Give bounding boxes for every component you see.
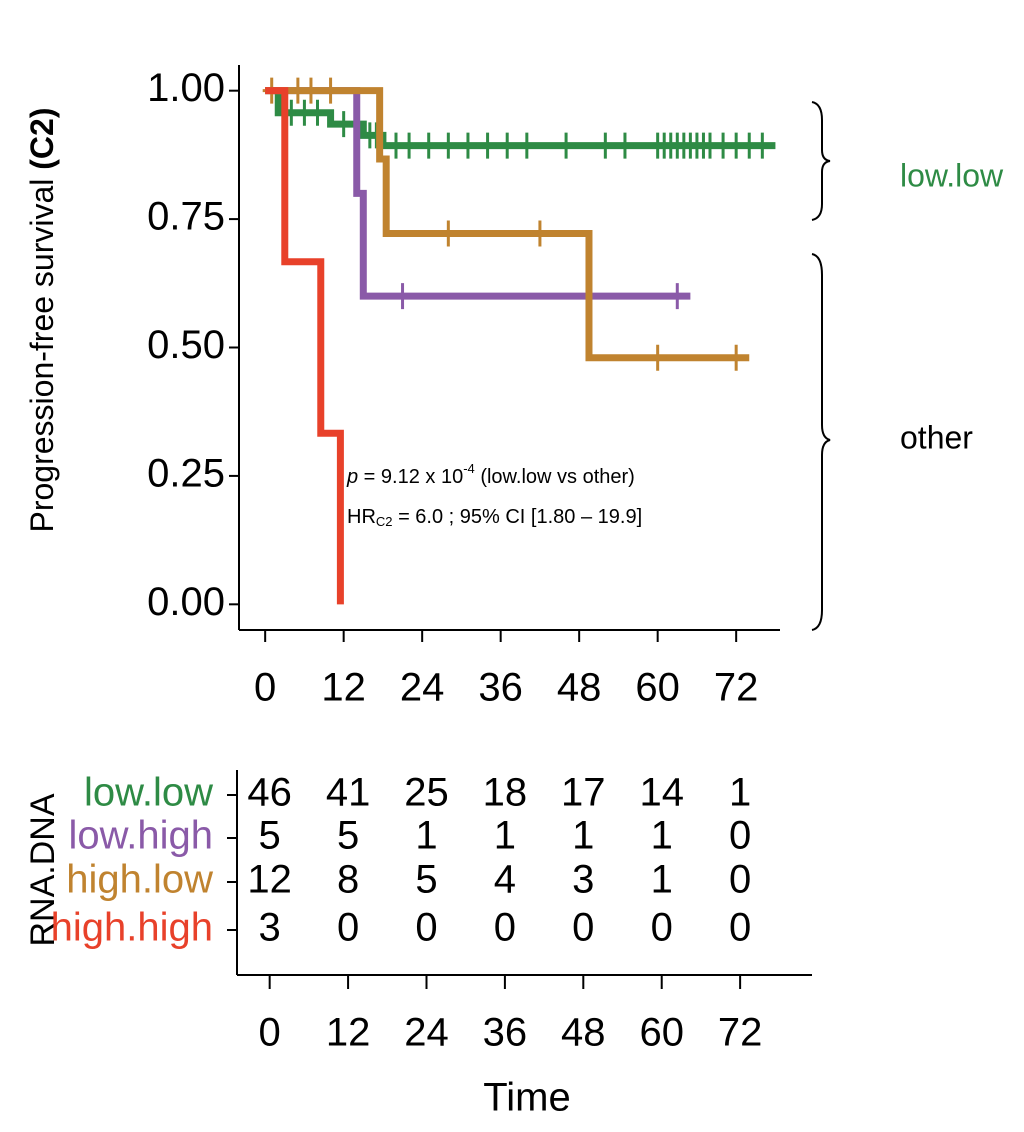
at-risk-count: 1 — [572, 814, 594, 858]
censor-mark — [321, 77, 340, 104]
censor-mark — [596, 132, 615, 159]
x-tick-label: 36 — [483, 1011, 528, 1055]
censor-mark — [648, 344, 667, 371]
at-risk-count: 3 — [572, 858, 594, 902]
censor-mark — [439, 132, 458, 159]
at-risk-count: 0 — [651, 906, 673, 950]
censor-mark — [517, 132, 536, 159]
x-tick-label: 48 — [561, 1011, 606, 1055]
censor-mark — [530, 220, 549, 247]
p-text: = 9.12 x 10 — [358, 466, 463, 488]
at-risk-count: 0 — [572, 906, 594, 950]
at-risk-count: 0 — [415, 906, 437, 950]
group-brace — [811, 101, 831, 221]
p-exponent: -4 — [463, 461, 475, 476]
censor-mark — [478, 132, 497, 159]
at-risk-count: 0 — [729, 858, 751, 902]
y-tick-label: 0.25 — [147, 451, 225, 495]
x-tick-label: 24 — [400, 666, 445, 710]
x-tick-label: 72 — [714, 666, 759, 710]
censor-mark — [301, 77, 320, 104]
survival-curve — [265, 87, 776, 150]
at-risk-count: 5 — [259, 814, 281, 858]
at-risk-count: 3 — [259, 906, 281, 950]
censor-mark — [557, 132, 576, 159]
at-risk-count: 25 — [404, 771, 449, 815]
at-risk-count: 0 — [337, 906, 359, 950]
censor-mark — [727, 344, 746, 371]
group-label: other — [900, 419, 973, 455]
x-tick-label: 0 — [259, 1011, 281, 1055]
censor-mark — [615, 132, 634, 159]
x-tick-label: 24 — [404, 1011, 449, 1055]
p-tail: (low.low vs other) — [475, 466, 635, 488]
hr-ci: = 6.0 ; 95% CI [1.80 – 19.9] — [393, 506, 643, 528]
hr-text: HR — [347, 506, 376, 528]
x-tick-label: 36 — [478, 666, 523, 710]
x-tick-label: 12 — [326, 1011, 371, 1055]
x-tick-label: 72 — [718, 1011, 763, 1055]
at-risk-count: 18 — [483, 771, 528, 815]
censor-mark — [393, 283, 412, 310]
censor-mark — [400, 132, 419, 159]
x-tick-label: 0 — [254, 666, 276, 710]
row-label: high.low — [66, 858, 213, 902]
y-tick-label: 0.00 — [147, 580, 225, 624]
at-risk-count: 0 — [729, 906, 751, 950]
row-label: low.high — [68, 814, 213, 858]
censor-mark — [753, 132, 772, 159]
at-risk-count: 4 — [494, 858, 516, 902]
censor-mark — [308, 99, 327, 126]
survival-curve — [265, 87, 344, 605]
censor-mark — [419, 132, 438, 159]
hr-annotation: HRC2 = 6.0 ; 95% CI [1.80 – 19.9] — [347, 506, 642, 529]
censor-mark — [668, 283, 687, 310]
group-brace — [811, 253, 831, 631]
at-risk-count: 1 — [494, 814, 516, 858]
hr-subscript: C2 — [376, 514, 393, 529]
y-axis-label-text: Progression-free survival — [24, 179, 60, 533]
x-tick-label: 60 — [639, 1011, 684, 1055]
at-risk-count: 8 — [337, 858, 359, 902]
table-y-label: RNA.DNA — [24, 793, 62, 946]
at-risk-count: 0 — [729, 814, 751, 858]
censor-mark — [458, 132, 477, 159]
at-risk-count: 1 — [651, 858, 673, 902]
at-risk-count: 1 — [415, 814, 437, 858]
at-risk-count: 12 — [247, 858, 292, 902]
x-axis-title: Time — [483, 1076, 570, 1120]
at-risk-count: 1 — [651, 814, 673, 858]
y-axis-label-bold: (C2) — [24, 107, 60, 169]
p-symbol: p — [346, 466, 358, 488]
y-axis-label: Progression-free survival (C2) — [24, 107, 60, 532]
at-risk-count: 5 — [415, 858, 437, 902]
at-risk-count: 0 — [494, 906, 516, 950]
x-tick-label: 48 — [557, 666, 602, 710]
censor-mark — [439, 220, 458, 247]
survival-curve — [265, 87, 750, 362]
at-risk-count: 46 — [247, 771, 292, 815]
y-tick-label: 1.00 — [147, 66, 225, 110]
at-risk-count: 14 — [639, 771, 684, 815]
at-risk-count: 41 — [326, 771, 371, 815]
at-risk-count: 5 — [337, 814, 359, 858]
at-risk-count: 1 — [729, 771, 751, 815]
row-label: high.high — [51, 906, 213, 950]
row-label: low.low — [84, 771, 213, 815]
at-risk-count: 17 — [561, 771, 606, 815]
y-tick-label: 0.75 — [147, 195, 225, 239]
y-tick-label: 0.50 — [147, 323, 225, 367]
p-value-annotation: p = 9.12 x 10-4 (low.low vs other) — [346, 461, 635, 488]
x-tick-label: 60 — [635, 666, 680, 710]
censor-mark — [498, 132, 517, 159]
group-label: low.low — [900, 157, 1004, 193]
x-tick-label: 12 — [321, 666, 366, 710]
